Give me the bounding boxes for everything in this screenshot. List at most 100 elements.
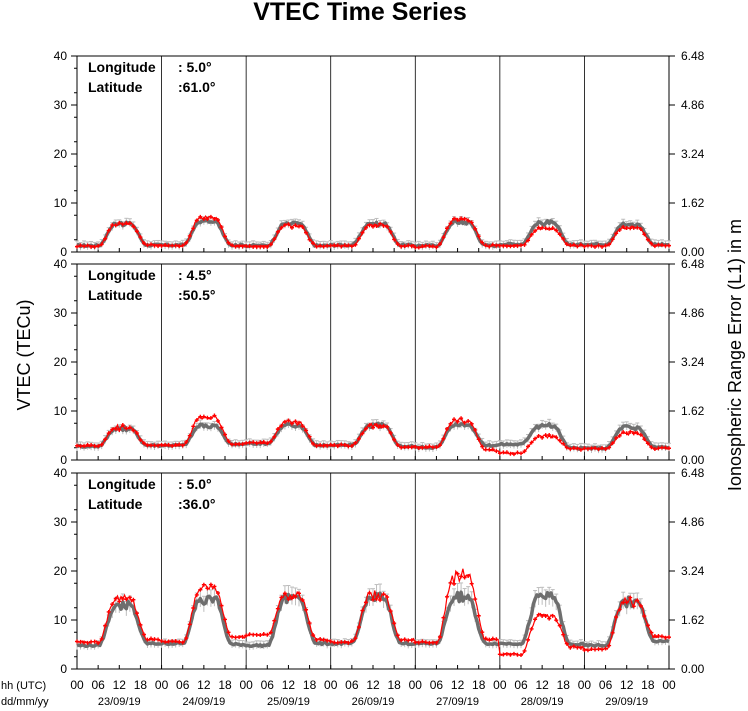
observed-point xyxy=(230,634,235,639)
observed-point xyxy=(96,444,101,449)
observed-point xyxy=(645,237,650,242)
observed-point xyxy=(346,640,351,645)
observed-point xyxy=(554,618,559,623)
observed-point xyxy=(469,581,474,586)
observed-point xyxy=(159,639,164,644)
observed-point xyxy=(103,437,108,442)
observed-point xyxy=(254,632,259,637)
y-tick-label: 10 xyxy=(54,196,68,210)
observed-point xyxy=(374,423,379,428)
observed-point xyxy=(441,436,446,441)
observed-point xyxy=(596,243,601,248)
observed-point xyxy=(293,223,298,228)
observed-point xyxy=(325,638,330,643)
observed-point xyxy=(275,606,280,611)
observed-point xyxy=(300,224,305,229)
latitude-value: :61.0° xyxy=(178,79,216,95)
observed-point xyxy=(99,636,104,641)
hour-tick-label: 00 xyxy=(409,678,423,692)
y2-tick-label: 0.00 xyxy=(681,662,705,676)
observed-point xyxy=(663,635,668,640)
observed-point xyxy=(452,581,457,586)
observed-point xyxy=(610,441,615,446)
y2-tick-label: 1.62 xyxy=(681,404,705,418)
observed-point xyxy=(466,218,471,223)
longitude-value: : 4.5° xyxy=(178,267,212,283)
y-tick-label: 10 xyxy=(54,404,68,418)
observed-point xyxy=(617,227,622,232)
observed-point xyxy=(667,243,671,248)
observed-point xyxy=(427,243,432,248)
observed-point xyxy=(497,652,502,657)
observed-point xyxy=(399,445,404,450)
observed-point xyxy=(455,217,460,222)
observed-point xyxy=(561,632,566,637)
observed-point xyxy=(589,243,594,248)
observed-point xyxy=(522,449,527,454)
observed-point xyxy=(335,640,340,645)
observed-point xyxy=(529,440,534,445)
observed-point xyxy=(131,428,136,433)
y-tick-label: 40 xyxy=(54,49,68,63)
observed-point xyxy=(286,597,291,602)
observed-point xyxy=(230,243,235,248)
observed-point xyxy=(127,425,132,430)
hour-tick-label: 18 xyxy=(387,678,401,692)
observed-point xyxy=(652,633,657,638)
observed-point xyxy=(652,244,657,249)
observed-point xyxy=(258,244,263,249)
observed-point xyxy=(659,634,664,639)
observed-point xyxy=(568,446,573,451)
observed-point xyxy=(89,639,94,644)
hour-tick-label: 12 xyxy=(620,678,634,692)
observed-point xyxy=(304,230,309,235)
panel-3: 0 10 20 30 40 0.00 1.62 3.24 4.86 6.48 Longitude: … xyxy=(54,466,705,676)
observed-point xyxy=(635,431,640,436)
panel-1: 0 10 20 30 40 0.00 1.62 3.24 4.86 6.48 Longitude: … xyxy=(54,49,705,259)
observed-point xyxy=(212,584,217,589)
observed-point xyxy=(508,652,513,657)
observed-point xyxy=(610,237,615,242)
observed-point xyxy=(476,234,481,239)
observed-point xyxy=(356,436,361,441)
observed-point xyxy=(268,630,273,635)
observed-point xyxy=(149,443,153,448)
observed-point xyxy=(487,637,492,642)
observed-point xyxy=(307,621,312,626)
observed-point xyxy=(325,243,330,248)
observed-point xyxy=(198,414,203,419)
observed-point xyxy=(378,598,383,603)
observed-point xyxy=(455,571,460,576)
observed-point xyxy=(307,237,312,242)
observed-point xyxy=(293,594,298,599)
observed-point xyxy=(353,636,358,641)
observed-point xyxy=(110,427,115,432)
observed-point xyxy=(409,445,414,450)
observed-point xyxy=(297,591,301,596)
observed-point xyxy=(385,224,390,229)
observed-point xyxy=(628,226,633,231)
observed-point xyxy=(388,430,393,435)
observed-point xyxy=(254,441,259,446)
observed-point xyxy=(247,632,252,637)
observed-point xyxy=(311,633,316,638)
observed-point xyxy=(166,639,171,644)
y-axis-label: VTEC (TECu) xyxy=(14,299,34,410)
observed-point xyxy=(554,228,559,233)
observed-point xyxy=(543,433,548,438)
observed-point xyxy=(519,653,523,658)
observed-point xyxy=(335,444,340,449)
y-tick-label: 20 xyxy=(54,355,68,369)
observed-point xyxy=(607,643,612,648)
observed-point xyxy=(208,415,213,420)
reference-series-line xyxy=(76,218,669,249)
observed-point xyxy=(416,245,421,250)
hour-tick-label: 12 xyxy=(451,678,465,692)
observed-point xyxy=(585,648,590,653)
observed-point xyxy=(258,440,263,445)
observed-point xyxy=(240,244,245,249)
observed-point xyxy=(75,639,79,644)
observed-point xyxy=(89,443,94,448)
observed-point xyxy=(279,225,284,230)
observed-point xyxy=(124,426,129,431)
